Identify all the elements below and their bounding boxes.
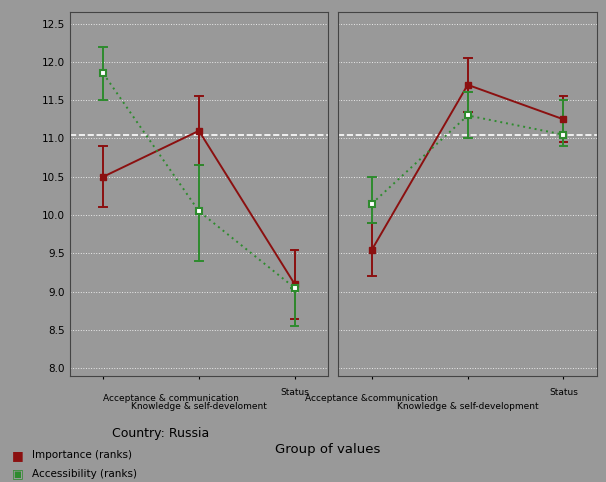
- Text: Importance (ranks): Importance (ranks): [32, 451, 132, 460]
- Text: Acceptance &communication: Acceptance &communication: [305, 394, 439, 403]
- Text: Knowledge & self-develoment: Knowledge & self-develoment: [131, 402, 267, 412]
- Text: Accessibility (ranks): Accessibility (ranks): [32, 469, 136, 479]
- Text: ▣: ▣: [12, 468, 24, 480]
- Text: Status: Status: [549, 388, 578, 397]
- Text: Acceptance & communication: Acceptance & communication: [103, 394, 239, 403]
- Text: Knowledge & self-development: Knowledge & self-development: [397, 402, 539, 412]
- Text: Status: Status: [280, 388, 309, 397]
- Text: ■: ■: [12, 449, 24, 462]
- Text: Country: Russia: Country: Russia: [112, 427, 209, 440]
- Text: Group of values: Group of values: [275, 443, 380, 456]
